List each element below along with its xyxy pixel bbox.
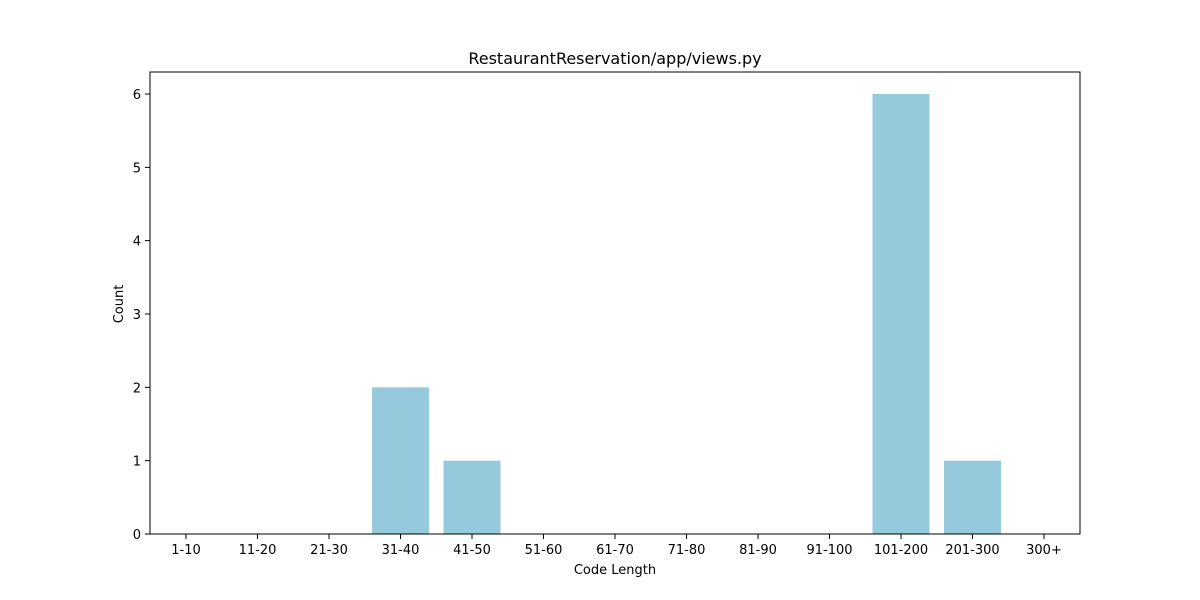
x-tick-label: 91-100 [806, 543, 852, 558]
y-tick-label: 0 [133, 528, 141, 543]
x-axis-label: Code Length [574, 563, 656, 578]
x-tick-label: 300+ [1026, 543, 1062, 558]
y-tick-label: 1 [133, 455, 141, 470]
x-tick-label: 1-10 [171, 543, 201, 558]
x-tick-label: 51-60 [525, 543, 563, 558]
x-tick-label: 41-50 [453, 543, 491, 558]
bar-101-200 [873, 94, 930, 534]
x-tick-label: 81-90 [739, 543, 777, 558]
bar-41-50 [444, 461, 501, 534]
x-tick-label: 101-200 [874, 543, 928, 558]
x-tick-label: 21-30 [310, 543, 348, 558]
bar-201-300 [944, 461, 1001, 534]
x-tick-label: 201-300 [945, 543, 999, 558]
x-tick-label: 31-40 [382, 543, 420, 558]
y-axis-label: Count [112, 285, 127, 324]
y-tick-label: 6 [133, 88, 141, 103]
y-tick-label: 5 [133, 161, 141, 176]
y-tick-label: 2 [133, 381, 141, 396]
y-tick-label: 4 [133, 235, 141, 250]
plot-frame [150, 72, 1080, 534]
x-axis-ticks: 1-10 11-20 21-30 31-40 41-50 51-60 61-70 71-80 8… [171, 534, 1062, 558]
y-axis-ticks: 0 1 2 3 4 5 6 [133, 88, 150, 543]
bar-31-40 [372, 387, 429, 534]
chart-title: RestaurantReservation/app/views.py [468, 49, 761, 68]
x-tick-label: 61-70 [596, 543, 634, 558]
x-tick-label: 11-20 [239, 543, 277, 558]
x-tick-label: 71-80 [668, 543, 706, 558]
y-tick-label: 3 [133, 308, 141, 323]
bars-group [372, 94, 1001, 534]
